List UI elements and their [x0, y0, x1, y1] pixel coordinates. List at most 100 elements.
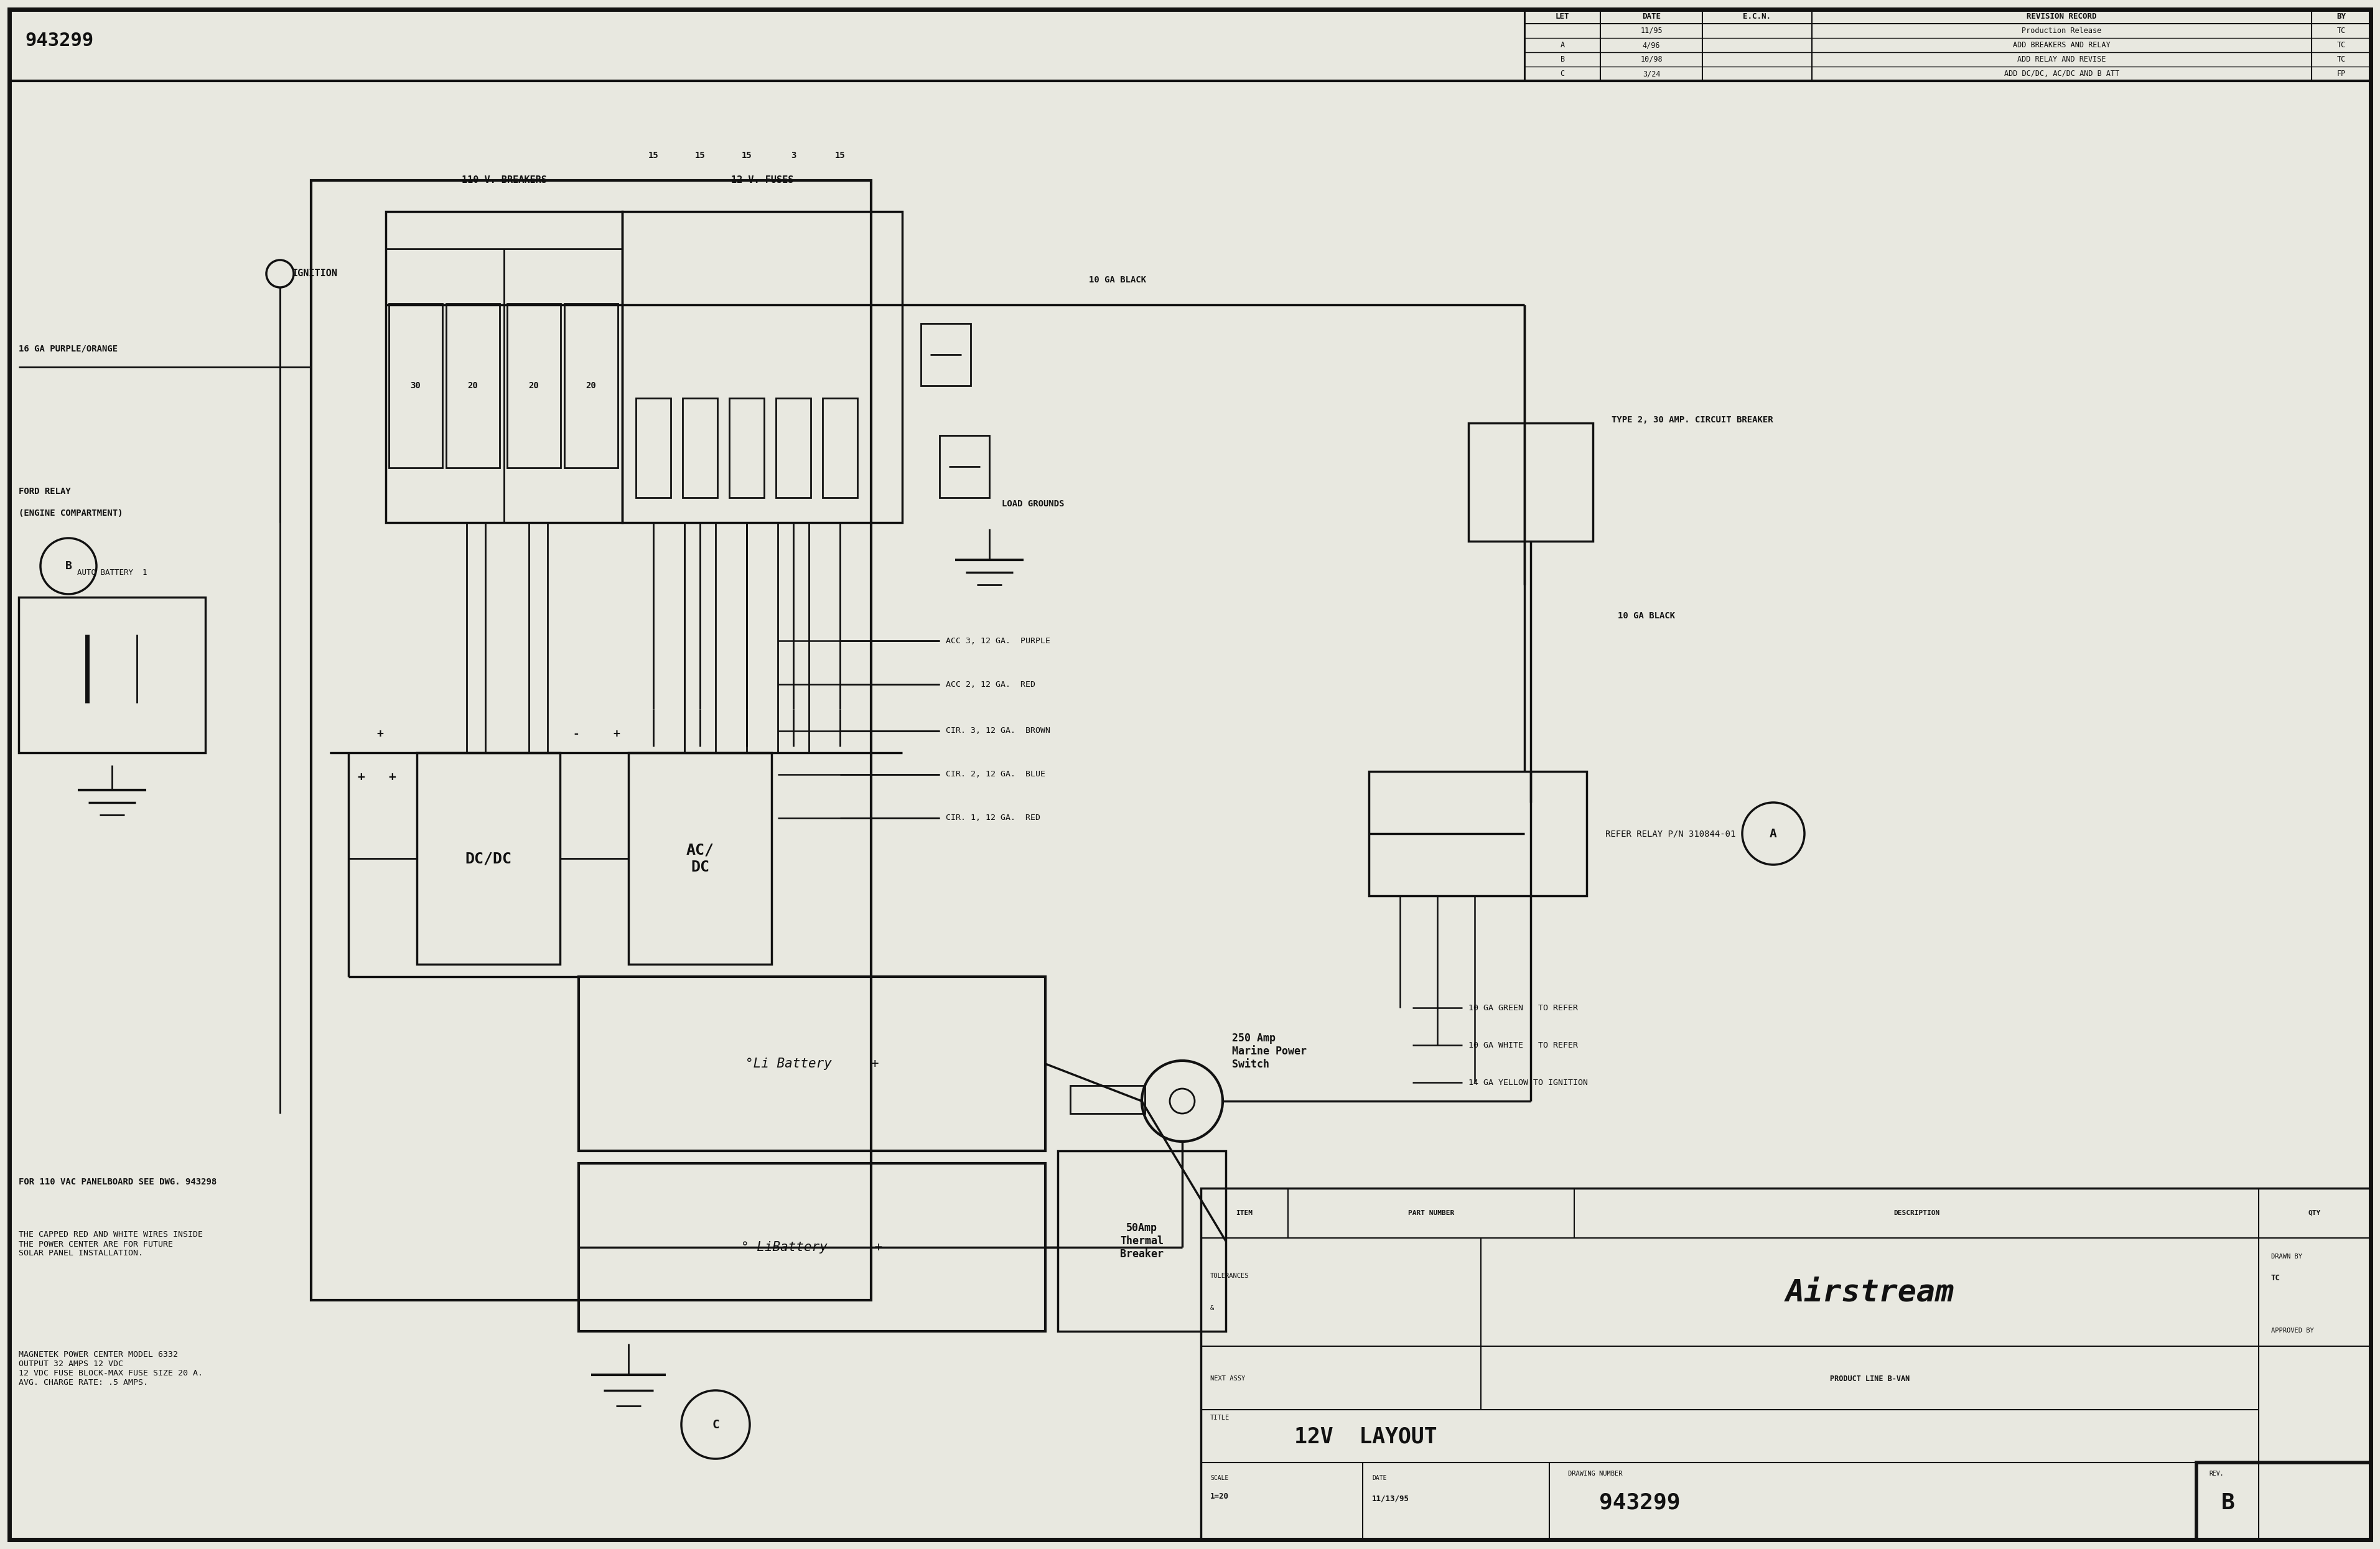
Text: 20: 20 [528, 381, 540, 390]
Text: °Li Battery     +: °Li Battery + [745, 1058, 878, 1070]
Text: (ENGINE COMPARTMENT): (ENGINE COMPARTMENT) [19, 510, 124, 517]
Text: 11/95: 11/95 [1640, 26, 1664, 34]
Bar [1368, 771, 1587, 895]
Bar [1071, 1086, 1145, 1114]
Text: A: A [1561, 42, 1564, 50]
Text: FOR 110 VAC PANELBOARD SEE DWG. 943298: FOR 110 VAC PANELBOARD SEE DWG. 943298 [19, 1177, 217, 1187]
Text: 12V  LAYOUT: 12V LAYOUT [1295, 1425, 1438, 1447]
Text: 15: 15 [695, 152, 704, 160]
Text: REV.: REV. [2209, 1470, 2223, 1476]
Text: MAGNETEK POWER CENTER MODEL 6332
OUTPUT 32 AMPS 12 VDC
12 VDC FUSE BLOCK-MAX FUS: MAGNETEK POWER CENTER MODEL 6332 OUTPUT … [19, 1351, 202, 1386]
Text: ACC 3, 12 GA.  PURPLE: ACC 3, 12 GA. PURPLE [945, 637, 1050, 644]
Bar [578, 1163, 1045, 1331]
Bar [388, 304, 443, 468]
Text: Production Release: Production Release [2023, 26, 2102, 34]
Bar [1526, 9, 2370, 81]
Text: PART NUMBER: PART NUMBER [1409, 1210, 1454, 1216]
Text: 15: 15 [835, 152, 845, 160]
Text: APPROVED BY: APPROVED BY [2271, 1327, 2313, 1334]
Text: TC: TC [2271, 1275, 2280, 1283]
Bar [564, 304, 619, 468]
Text: ACC 2, 12 GA.  RED: ACC 2, 12 GA. RED [945, 680, 1035, 688]
Text: ITEM: ITEM [1235, 1210, 1252, 1216]
Text: FORD RELAY: FORD RELAY [19, 486, 71, 496]
Text: LOAD GROUNDS: LOAD GROUNDS [1002, 499, 1064, 508]
Text: 16 GA PURPLE/ORANGE: 16 GA PURPLE/ORANGE [19, 344, 117, 353]
Text: FP: FP [2337, 70, 2344, 77]
Text: 10 GA BLACK: 10 GA BLACK [1618, 612, 1676, 620]
Text: DRAWN BY: DRAWN BY [2271, 1253, 2301, 1259]
Text: B: B [1561, 56, 1564, 64]
Text: TITLE: TITLE [1209, 1414, 1230, 1420]
Bar [2197, 1462, 2370, 1540]
Text: 10 GA WHITE   TO REFER: 10 GA WHITE TO REFER [1468, 1041, 1578, 1049]
Text: DESCRIPTION: DESCRIPTION [1894, 1210, 1940, 1216]
Bar [940, 435, 990, 497]
Text: ADD RELAY AND REVISE: ADD RELAY AND REVISE [2018, 56, 2106, 64]
Bar [921, 324, 971, 386]
Text: 10 GA BLACK: 10 GA BLACK [1090, 276, 1147, 285]
Text: ADD BREAKERS AND RELAY: ADD BREAKERS AND RELAY [2013, 42, 2111, 50]
Bar [416, 753, 559, 963]
Text: CIR. 1, 12 GA.  RED: CIR. 1, 12 GA. RED [945, 815, 1040, 823]
Text: THE CAPPED RED AND WHITE WIRES INSIDE
THE POWER CENTER ARE FOR FUTURE
SOLAR PANE: THE CAPPED RED AND WHITE WIRES INSIDE TH… [19, 1231, 202, 1258]
Text: LET: LET [1557, 12, 1568, 20]
Text: DRAWING NUMBER: DRAWING NUMBER [1568, 1470, 1623, 1476]
Text: 943299: 943299 [24, 31, 93, 50]
Text: 110 V. BREAKERS: 110 V. BREAKERS [462, 175, 547, 184]
Text: A: A [1771, 827, 1778, 840]
Text: 15: 15 [743, 152, 752, 160]
Text: 15: 15 [647, 152, 659, 160]
Text: PRODUCT LINE B-VAN: PRODUCT LINE B-VAN [1830, 1374, 1909, 1383]
Text: C: C [1561, 70, 1564, 77]
Text: 1=20: 1=20 [1209, 1493, 1228, 1501]
Text: 10 GA GREEN   TO REFER: 10 GA GREEN TO REFER [1468, 1004, 1578, 1011]
Bar [728, 398, 764, 497]
Bar [386, 212, 621, 522]
Bar [445, 304, 500, 468]
Text: 20: 20 [469, 381, 478, 390]
Text: ° LiBattery      +: ° LiBattery + [740, 1241, 883, 1253]
Text: 12 V. FUSES: 12 V. FUSES [731, 175, 793, 184]
Text: DATE: DATE [1642, 12, 1661, 20]
Text: 4/96: 4/96 [1642, 42, 1661, 50]
Text: &: & [1209, 1306, 1214, 1312]
Bar [683, 398, 716, 497]
Text: AC/
DC: AC/ DC [685, 843, 714, 875]
Text: 3/24: 3/24 [1642, 70, 1661, 77]
Text: REFER RELAY P/N 310844-01: REFER RELAY P/N 310844-01 [1606, 829, 1735, 838]
Text: TYPE 2, 30 AMP. CIRCUIT BREAKER: TYPE 2, 30 AMP. CIRCUIT BREAKER [1611, 415, 1773, 424]
Text: 14 GA YELLOW TO IGNITION: 14 GA YELLOW TO IGNITION [1468, 1078, 1587, 1086]
Text: +: + [614, 728, 619, 740]
Text: CIR. 3, 12 GA.  BROWN: CIR. 3, 12 GA. BROWN [945, 726, 1050, 734]
Text: SCALE: SCALE [1209, 1475, 1228, 1481]
Text: DC/DC: DC/DC [464, 850, 512, 866]
Text: TC: TC [2337, 26, 2344, 34]
Bar [621, 212, 902, 522]
Text: TOLERANCES: TOLERANCES [1209, 1273, 1250, 1279]
Text: TC: TC [2337, 56, 2344, 64]
Text: -: - [574, 728, 578, 740]
Bar [1202, 1188, 2370, 1540]
Text: TC: TC [2337, 42, 2344, 50]
Text: 50Amp
Thermal
Breaker: 50Amp Thermal Breaker [1121, 1222, 1164, 1259]
Text: REVISION RECORD: REVISION RECORD [2028, 12, 2097, 20]
Bar [635, 398, 671, 497]
Bar [823, 398, 857, 497]
Bar [776, 398, 812, 497]
Text: 250 Amp
Marine Power
Switch: 250 Amp Marine Power Switch [1233, 1033, 1307, 1070]
Bar [507, 304, 562, 468]
Text: AUTO BATTERY  1: AUTO BATTERY 1 [76, 568, 148, 576]
Text: ADD DC/DC, AC/DC AND B ATT: ADD DC/DC, AC/DC AND B ATT [2004, 70, 2121, 77]
Text: 943299: 943299 [1599, 1492, 1680, 1513]
Text: B: B [2221, 1492, 2235, 1513]
Bar [1468, 423, 1592, 541]
Bar [628, 753, 771, 963]
Bar [1057, 1151, 1226, 1331]
Text: 11/13/95: 11/13/95 [1371, 1495, 1409, 1503]
Text: 3: 3 [790, 152, 795, 160]
Bar [312, 180, 871, 1300]
Text: CIR. 2, 12 GA.  BLUE: CIR. 2, 12 GA. BLUE [945, 770, 1045, 779]
Bar [19, 598, 205, 753]
Text: BY: BY [2337, 12, 2347, 20]
